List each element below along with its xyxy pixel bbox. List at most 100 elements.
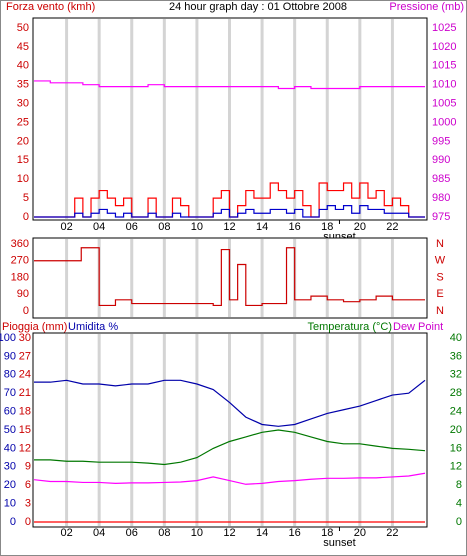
y-tick-label: 100 xyxy=(0,332,16,344)
y-tick-label: 45 xyxy=(17,41,29,53)
x-tick-label: 08 xyxy=(158,221,170,233)
y-tick-label: 20 xyxy=(17,135,29,147)
y-tick-label: 360 xyxy=(11,238,29,250)
y-tick-label: 40 xyxy=(4,442,16,454)
x-tick-label: 08 xyxy=(158,527,170,539)
wind-label: Forza vento (kmh) xyxy=(6,1,95,13)
y2-tick-label: 4 xyxy=(456,498,462,510)
y2-tick-label: 980 xyxy=(432,192,450,204)
x-tick-label: 12 xyxy=(223,527,235,539)
pressure-label: Pressione (mb) xyxy=(389,1,464,13)
y2-tick-label: 990 xyxy=(432,154,450,166)
x-tick-label: 14 xyxy=(256,527,268,539)
y-tick-label: 180 xyxy=(11,271,29,283)
dewpoint-label: Dew Point xyxy=(393,321,443,333)
y-tick-label: 5 xyxy=(23,192,29,204)
x-tick-label: 20 xyxy=(354,221,366,233)
y2-tick-label: E xyxy=(436,288,443,300)
y2-tick-label: 1015 xyxy=(432,60,456,72)
sunset-label: sunset xyxy=(323,537,355,549)
y2-tick-label: N xyxy=(436,238,444,250)
y2-tick-label: S xyxy=(436,271,443,283)
y2-tick-label: 1005 xyxy=(432,98,456,110)
x-tick-label: 16 xyxy=(289,527,301,539)
x-tick-label: 12 xyxy=(223,221,235,233)
series-line xyxy=(34,205,425,218)
x-tick-label: 04 xyxy=(93,221,105,233)
x-tick-label: 18 xyxy=(321,527,333,539)
series-line xyxy=(34,247,425,307)
x-tick-label: 04 xyxy=(93,527,105,539)
x-tick-label: 14 xyxy=(256,221,268,233)
temperature-label: Temperatura (°C) xyxy=(308,321,392,333)
y2-tick-label: 1025 xyxy=(432,22,456,34)
chart-title: 24 hour graph day : 01 Ottobre 2008 xyxy=(169,1,347,13)
x-tick-label: 06 xyxy=(126,221,138,233)
y-tick-label: 15 xyxy=(17,154,29,166)
x-tick-label: 06 xyxy=(126,527,138,539)
y2-tick-label: 985 xyxy=(432,173,450,185)
y-tick-label: 0 xyxy=(23,305,29,317)
y3-tick-label: 12 xyxy=(19,442,31,454)
y-tick-label: 10 xyxy=(4,498,16,510)
y3-tick-label: 9 xyxy=(25,461,31,473)
series-line xyxy=(34,429,426,466)
y-tick-label: 270 xyxy=(11,255,29,267)
y2-tick-label: 975 xyxy=(432,211,450,223)
y2-tick-label: 24 xyxy=(450,406,462,418)
y2-tick-label: 16 xyxy=(450,442,462,454)
y2-tick-label: 1000 xyxy=(432,116,456,128)
series-line xyxy=(34,379,426,427)
y-tick-label: 0 xyxy=(23,211,29,223)
y-tick-label: 40 xyxy=(17,60,29,72)
y2-tick-label: W xyxy=(435,255,446,267)
y2-tick-label: 8 xyxy=(456,479,462,491)
y2-tick-label: 995 xyxy=(432,135,450,147)
y-tick-label: 60 xyxy=(4,406,16,418)
y2-tick-label: 28 xyxy=(450,387,462,399)
y-tick-label: 20 xyxy=(4,479,16,491)
y-tick-label: 90 xyxy=(17,288,29,300)
y3-tick-label: 6 xyxy=(25,479,31,491)
y-tick-label: 0 xyxy=(10,516,16,528)
y3-tick-label: 3 xyxy=(25,498,31,510)
y3-tick-label: 27 xyxy=(19,350,31,362)
series-line xyxy=(34,182,425,218)
y-tick-label: 30 xyxy=(17,98,29,110)
y2-tick-label: 36 xyxy=(450,350,462,362)
y-tick-label: 50 xyxy=(4,424,16,436)
y2-tick-label: 40 xyxy=(450,332,462,344)
y-tick-label: 30 xyxy=(4,461,16,473)
y2-tick-label: N xyxy=(436,305,444,317)
y3-tick-label: 18 xyxy=(19,406,31,418)
y3-tick-label: 24 xyxy=(19,369,31,381)
y3-tick-label: 0 xyxy=(25,516,31,528)
y2-tick-label: 12 xyxy=(450,461,462,473)
series-line xyxy=(34,80,425,90)
y3-tick-label: 15 xyxy=(19,424,31,436)
y3-tick-label: 30 xyxy=(19,332,31,344)
y-tick-label: 80 xyxy=(4,369,16,381)
x-tick-label: 22 xyxy=(386,221,398,233)
rain-label: Pioggia (mm) xyxy=(2,321,67,333)
x-tick-label: 16 xyxy=(289,221,301,233)
y2-tick-label: 20 xyxy=(450,424,462,436)
x-tick-label: 18 xyxy=(321,221,333,233)
y2-tick-label: 32 xyxy=(450,369,462,381)
y-tick-label: 35 xyxy=(17,79,29,91)
x-tick-label: 02 xyxy=(60,221,72,233)
humidity-label: Umidita % xyxy=(68,321,118,333)
x-tick-label: 10 xyxy=(191,527,203,539)
x-tick-label: 22 xyxy=(386,527,398,539)
y2-tick-label: 1010 xyxy=(432,79,456,91)
y2-tick-label: 0 xyxy=(456,516,462,528)
y2-tick-label: 1020 xyxy=(432,41,456,53)
series-line xyxy=(33,472,426,485)
x-tick-label: 02 xyxy=(60,527,72,539)
y-tick-label: 70 xyxy=(4,387,16,399)
y3-tick-label: 21 xyxy=(19,387,31,399)
y-tick-label: 90 xyxy=(4,350,16,362)
x-tick-label: 20 xyxy=(354,527,366,539)
y-tick-label: 50 xyxy=(17,22,29,34)
